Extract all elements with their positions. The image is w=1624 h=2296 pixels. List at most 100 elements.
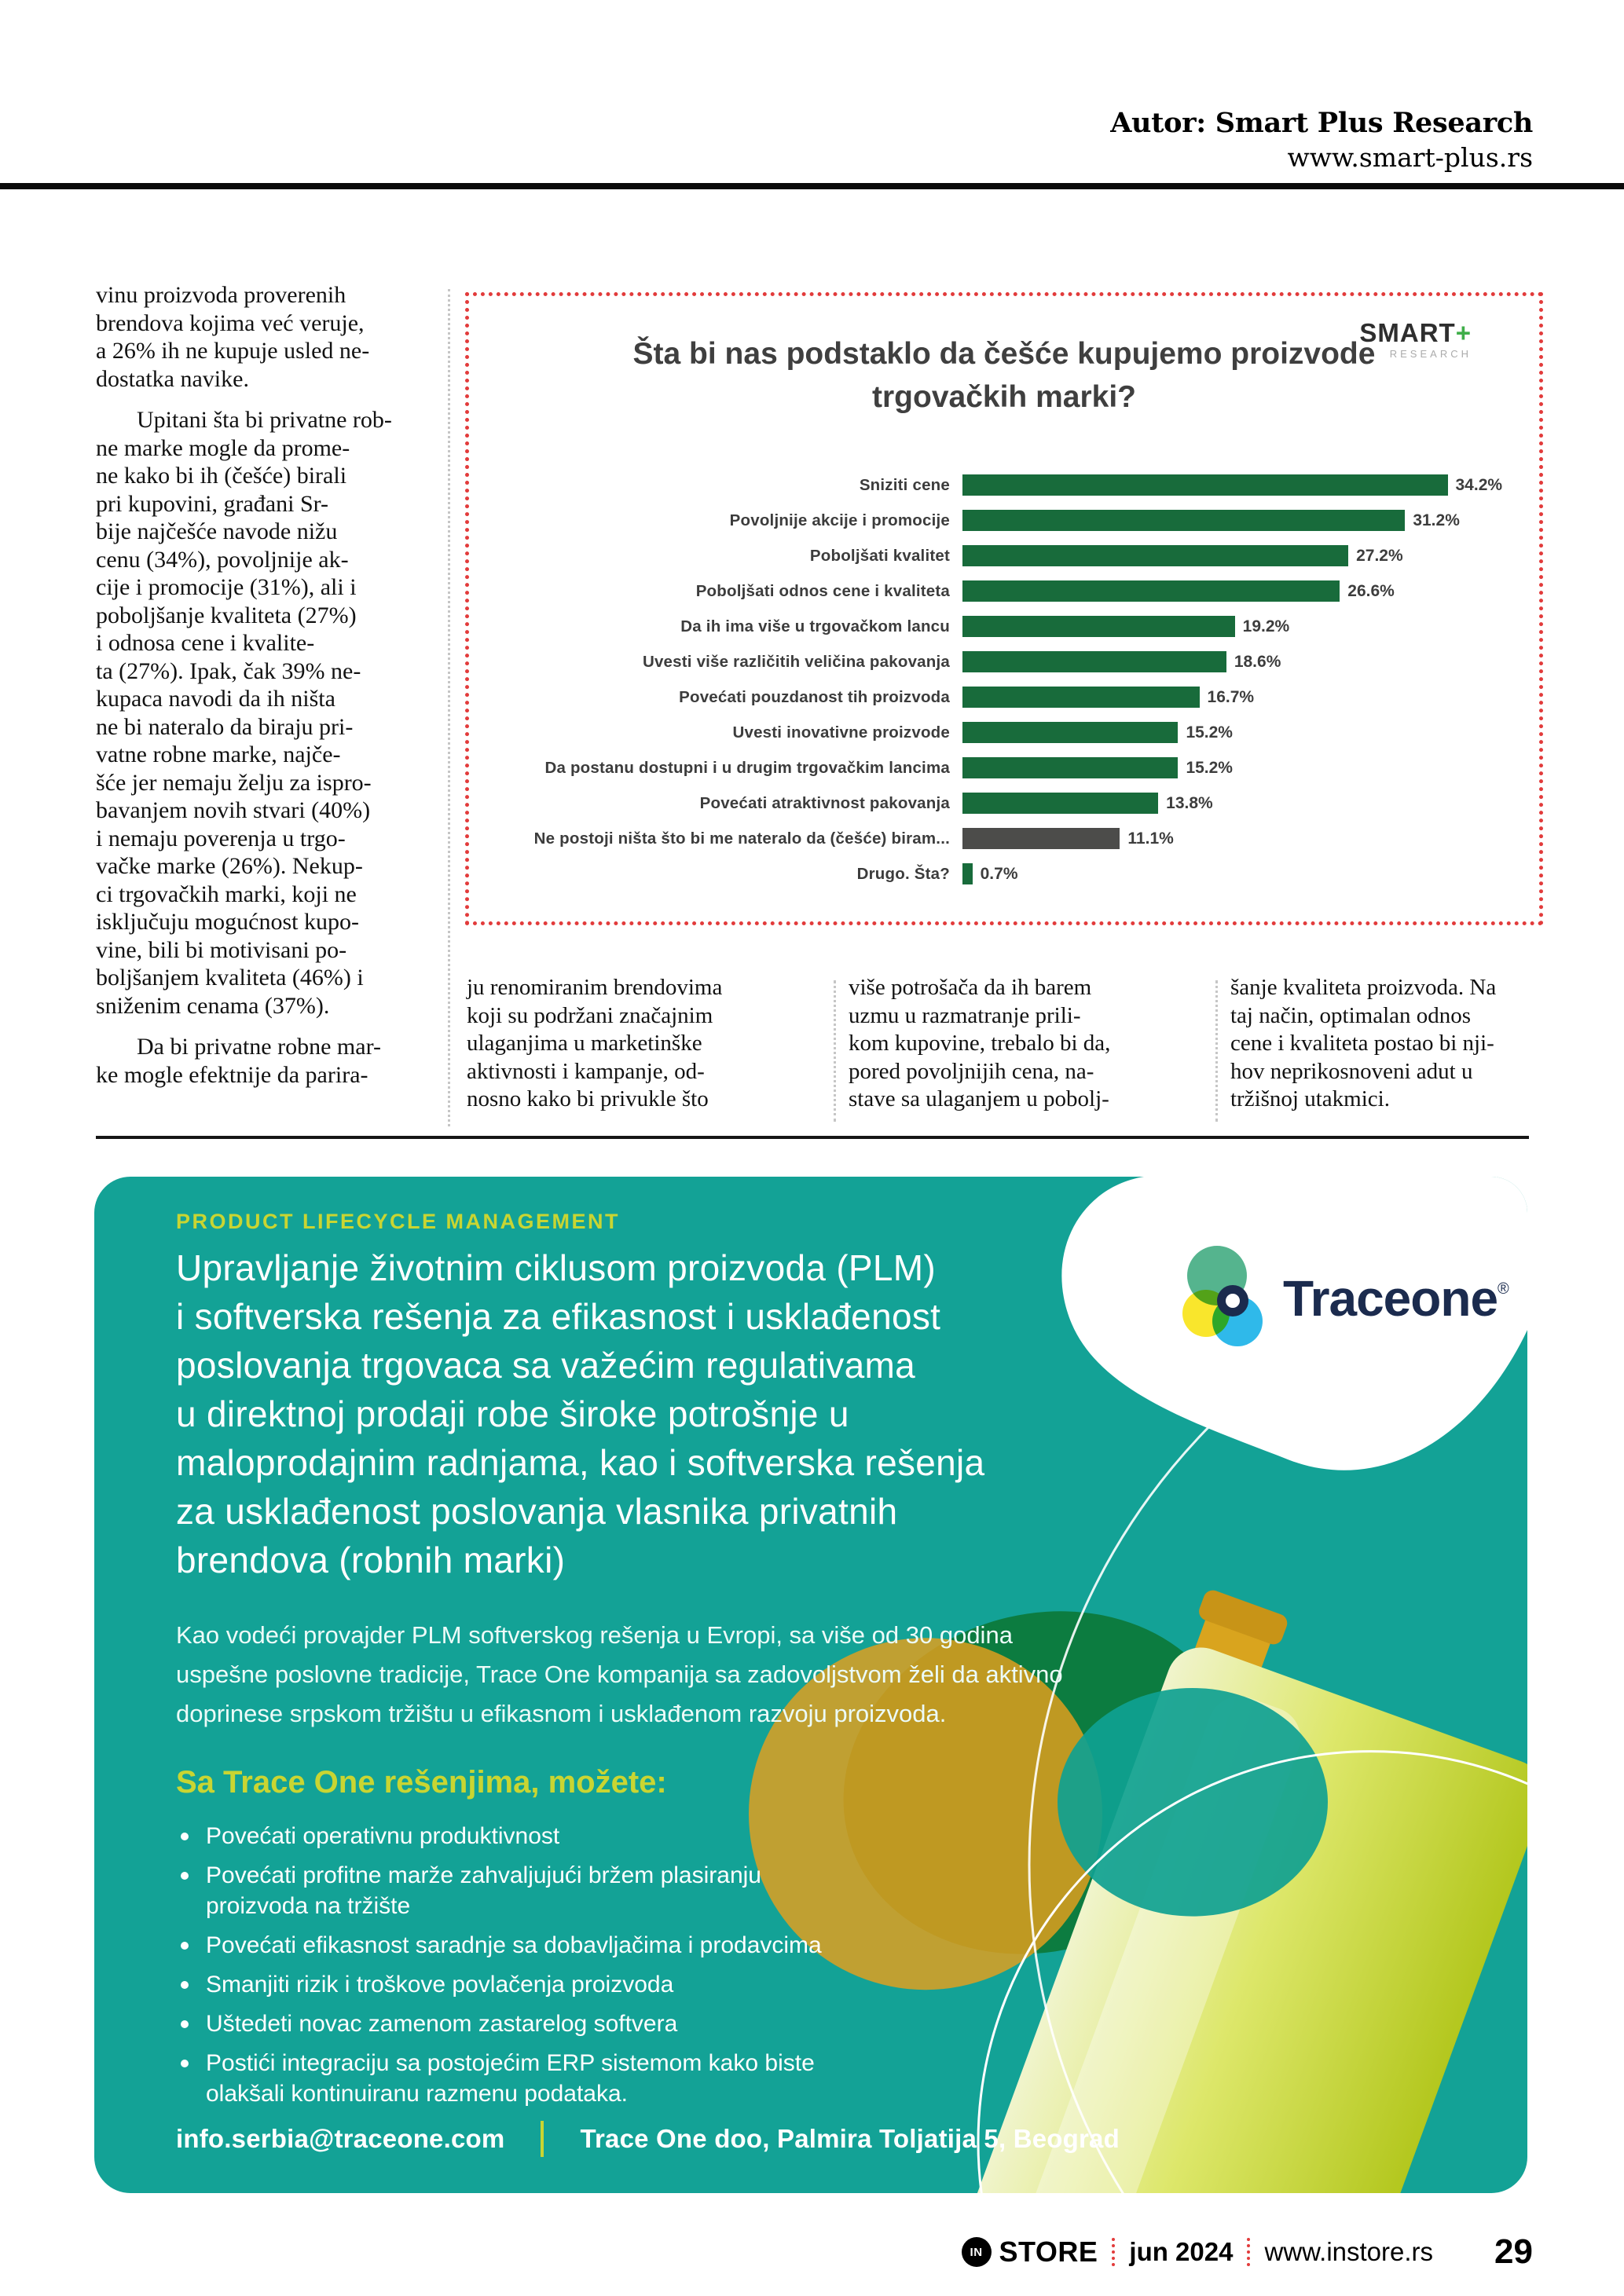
bar-value-label: 26.6% [1347, 581, 1395, 600]
bar-row: Povećati atraktivnost pakovanja 13.8% [491, 785, 1473, 821]
bullet-dot-icon [181, 2020, 189, 2028]
bar [962, 510, 1406, 531]
bar-category-label: Poboljšati kvalitet [809, 546, 950, 565]
bar-value-label: 19.2% [1242, 617, 1290, 635]
column-separator [1215, 980, 1218, 1122]
ad-intro-paragraph: Kao vodeći provajder PLM softverskog reš… [176, 1621, 1063, 1727]
section-divider [96, 1136, 1529, 1139]
traceone-logo: Traceone® [1182, 1246, 1509, 1351]
author-line: Autor: Smart Plus Research [1110, 107, 1533, 139]
article-paragraph: Upitani šta bi privatne rob- ne marke mo… [96, 407, 392, 1019]
ad-headline: Upravljanje životnim ciklusom proizvoda … [176, 1247, 985, 1580]
bar [962, 651, 1226, 672]
bar-track: 16.7% [962, 687, 1473, 708]
bullet-dot-icon [181, 2060, 189, 2067]
bar-value-label: 16.7% [1207, 687, 1255, 706]
bar [962, 793, 1159, 814]
bar [962, 580, 1340, 602]
bar-track: 26.6% [962, 580, 1473, 602]
bar-track: 0.7% [962, 863, 1473, 884]
bar-category-label: Drugo. Šta? [856, 864, 950, 883]
bar-value-label: 11.1% [1127, 829, 1174, 848]
bar-row: Uvesti inovativne proizvode 15.2% [491, 715, 1473, 750]
white-blob-shape [1061, 1177, 1527, 1470]
bar-row: Uvesti više različitih veličina pakovanj… [491, 644, 1473, 679]
bar-category-label: Ne postoji ništa što bi me nateralo da (… [533, 829, 950, 848]
bar-category-label: Da postanu dostupni i u drugim trgovački… [544, 758, 950, 777]
traceone-logo-icon [1182, 1246, 1274, 1351]
bar-category-label: Uvesti inovativne proizvode [732, 723, 950, 742]
bar-row: Drugo. Šta? 0.7% [491, 856, 1473, 892]
brand-name: SMART [1359, 318, 1456, 347]
bar-value-label: 15.2% [1186, 758, 1233, 777]
footer-brand: STORE [999, 2236, 1098, 2268]
column-separator [834, 980, 836, 1122]
list-item: Povećati efikasnost saradnje sa dobavlja… [176, 1930, 1323, 1961]
bar-value-label: 31.2% [1413, 511, 1460, 529]
bar-category-label: Da ih ima više u trgovačkom lancu [680, 617, 950, 635]
ad-content: PRODUCT LIFECYCLE MANAGEMENT Upravljanje… [94, 1177, 1323, 2109]
chart-title: Šta bi nas podstaklo da češće kupujemo p… [632, 337, 1376, 414]
bar [962, 863, 973, 884]
ad-decor-graphic [749, 1177, 1527, 2193]
bullet-dot-icon [181, 1872, 189, 1880]
bar [962, 545, 1349, 566]
chart-figure: SMART+ RESEARCH Šta bi nas podstaklo da … [465, 292, 1543, 925]
column-separator [448, 289, 450, 1126]
smartplus-sub-text: RESEARCH [1389, 348, 1472, 360]
ad-contact-row: info.serbia@traceone.com Trace One doo, … [176, 2121, 1120, 2157]
bullet-text: Povećati profitne marže zahvaljujući brž… [206, 1862, 761, 1919]
header-website: www.smart-plus.rs [1287, 142, 1533, 173]
footer-separator [1112, 2238, 1116, 2266]
traceone-wordmark: Traceone® [1283, 1269, 1509, 1327]
bar-row: Poboljšati odnos cene i kvaliteta 26.6% [491, 573, 1473, 609]
plus-icon: + [1455, 318, 1472, 347]
bar-track: 19.2% [962, 616, 1473, 637]
bar-track: 15.2% [962, 722, 1473, 743]
bar-track: 18.6% [962, 651, 1473, 672]
bullet-text: Povećati efikasnost saradnje sa dobavlja… [206, 1932, 822, 1958]
bar-track: 34.2% [962, 474, 1502, 496]
bar-row: Da ih ima više u trgovačkom lancu 19.2% [491, 609, 1473, 644]
article-column-2: ju renomiranim brendovima koji su podrža… [467, 975, 723, 1111]
page-header: Autor: Smart Plus Research www.smart-plu… [1110, 105, 1533, 174]
bar-row: Povoljnije akcije i promocije 31.2% [491, 503, 1473, 538]
bullet-text: Postići integraciju sa postojećim ERP si… [206, 2050, 815, 2107]
list-item: Povećati profitne marže zahvaljujući brž… [176, 1860, 1323, 1921]
bar-value-label: 13.8% [1166, 793, 1213, 812]
ad-eyebrow: PRODUCT LIFECYCLE MANAGEMENT [176, 1210, 620, 1233]
bar [962, 474, 1448, 496]
article-column-4: šanje kvaliteta proizvoda. Na taj način,… [1230, 975, 1497, 1111]
bar-row: Poboljšati kvalitet 27.2% [491, 538, 1473, 573]
article-column-1: vinu proizvoda proverenih brendova kojim… [96, 281, 429, 1089]
article-paragraph: vinu proizvoda proverenih brendova kojim… [96, 282, 370, 392]
bullet-text: Uštedeti novac zamenom zastarelog softve… [206, 2011, 678, 2037]
smartplus-logo: SMART+ RESEARCH [1359, 320, 1472, 359]
smartplus-brand-text: SMART+ [1359, 320, 1472, 346]
wordmark-text: Traceone [1283, 1270, 1498, 1327]
bar-category-label: Povoljnije akcije i promocije [729, 511, 950, 529]
bar-category-label: Poboljšati odnos cene i kvaliteta [695, 581, 950, 600]
bar-row: Ne postoji ništa što bi me nateralo da (… [491, 821, 1473, 856]
header-divider [0, 183, 1624, 189]
footer-page-number: 29 [1494, 2232, 1533, 2271]
bar-category-label: Povećati pouzdanost tih proizvoda [679, 687, 950, 706]
bar-value-label: 0.7% [980, 864, 1018, 883]
bar-track: 31.2% [962, 510, 1473, 531]
bar [962, 687, 1200, 708]
bar-value-label: 18.6% [1234, 652, 1281, 671]
bullet-dot-icon [181, 1981, 189, 1989]
page-footer: IN STORE jun 2024 www.instore.rs 29 [961, 2232, 1533, 2272]
footer-website: www.instore.rs [1264, 2237, 1434, 2266]
ad-address: Trace One doo, Palmira Toljatija 5, Beog… [580, 2124, 1120, 2153]
logo-ring-icon [1217, 1285, 1248, 1316]
bar-value-label: 27.2% [1356, 546, 1403, 565]
ad-subhead: Sa Trace One rešenjima, možete: [176, 1765, 667, 1800]
bar [962, 828, 1120, 849]
bar-value-label: 15.2% [1186, 723, 1233, 742]
bar-track: 11.1% [962, 828, 1473, 849]
bullet-dot-icon [181, 1942, 189, 1950]
ad-bullet-list: Povećati operativnu produktivnost Povećat… [176, 1821, 1323, 2109]
list-item: Smanjiti rizik i troškove povlačenja pro… [176, 1969, 1323, 2000]
bar-category-label: Povećati atraktivnost pakovanja [699, 793, 950, 812]
